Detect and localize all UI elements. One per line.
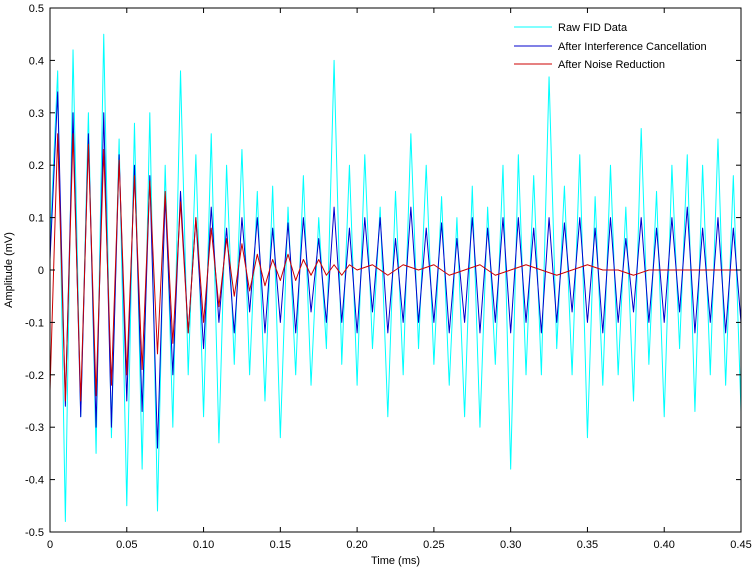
x-tick-label: 0.45 xyxy=(730,539,751,551)
y-tick-label: -0.3 xyxy=(25,422,44,434)
legend-label-raw-fid: Raw FID Data xyxy=(558,22,628,34)
x-tick-label: 0.25 xyxy=(423,539,444,551)
y-tick-label: 0.1 xyxy=(29,213,44,225)
y-tick-label: -0.1 xyxy=(25,317,44,329)
legend-label-noise-reduction: After Noise Reduction xyxy=(558,59,665,71)
x-tick-label: 0.40 xyxy=(654,539,675,551)
x-tick-label: 0.20 xyxy=(346,539,367,551)
y-tick-label: -0.2 xyxy=(25,370,44,382)
y-tick-label: -0.4 xyxy=(25,475,44,487)
x-tick-label: 0.15 xyxy=(270,539,291,551)
y-tick-label: 0.5 xyxy=(29,3,44,15)
x-tick-label: 0.35 xyxy=(577,539,598,551)
legend: Raw FID Data After Interference Cancella… xyxy=(504,13,736,77)
y-tick-label: 0 xyxy=(38,265,44,277)
x-tick-label: 0.05 xyxy=(116,539,137,551)
y-axis-label: Amplitude (mV) xyxy=(3,232,15,308)
x-tick-label: 0 xyxy=(47,539,53,551)
y-tick-label: 0.4 xyxy=(29,55,44,67)
series-line-3 xyxy=(49,133,741,402)
x-axis-label: Time (ms) xyxy=(371,555,420,567)
ticks-layer: 0 0.05 0.10 0.15 0.20 0.25 0.30 0.35 0.40 0.45-0.… xyxy=(25,3,752,551)
y-tick-label: -0.5 xyxy=(25,527,44,539)
x-tick-label: 0.30 xyxy=(500,539,521,551)
legend-box xyxy=(504,13,736,77)
x-tick-label: 0.10 xyxy=(193,539,214,551)
series-layer xyxy=(49,33,742,523)
y-tick-label: 0.2 xyxy=(29,160,44,172)
y-tick-label: 0.3 xyxy=(29,108,44,120)
legend-label-interference: After Interference Cancellation xyxy=(558,41,707,53)
series-line-1 xyxy=(49,33,742,523)
